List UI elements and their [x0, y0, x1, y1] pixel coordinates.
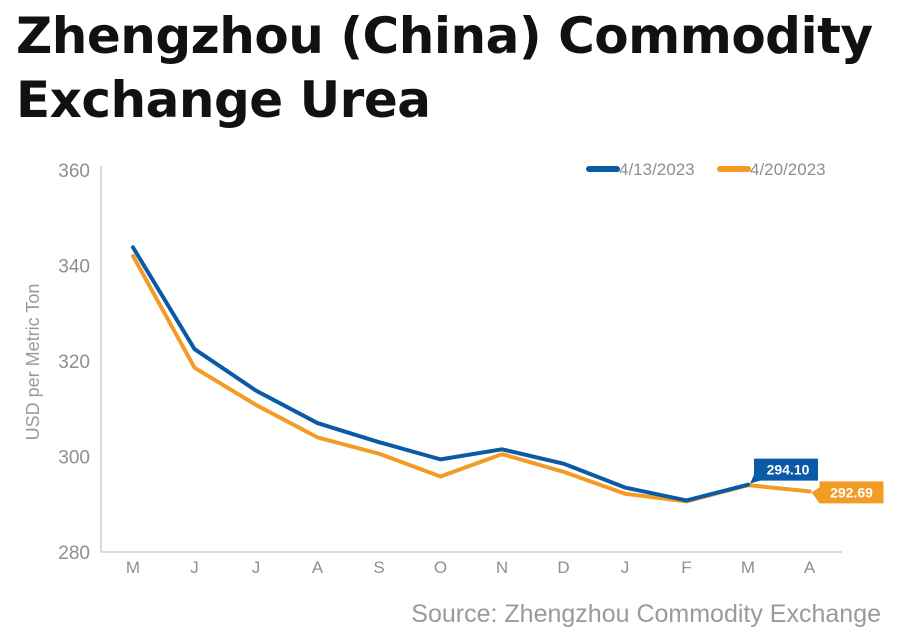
x-tick-label: N: [496, 558, 508, 577]
y-tick-label: 360: [58, 161, 90, 182]
series-line-1: [131, 245, 750, 503]
x-tick-label: D: [557, 558, 569, 577]
series-line-2: [131, 253, 812, 504]
x-tick-label: O: [434, 558, 447, 577]
y-tick-label: 320: [58, 352, 90, 373]
chart-title: Zhengzhou (China) Commodity Exchange Ure…: [16, 7, 873, 129]
end-value-label-2: 292.69: [811, 481, 884, 504]
y-tick-label: 340: [58, 257, 90, 278]
x-tick-label: M: [741, 558, 755, 577]
x-tick-label: S: [373, 558, 384, 577]
legend-item-2: 4/20/2023: [717, 160, 826, 179]
x-tick-label: F: [681, 558, 691, 577]
x-tick-label: J: [621, 558, 630, 577]
source-note: Source: Zhengzhou Commodity Exchange: [411, 600, 881, 628]
value-label-text: 294.10: [767, 462, 810, 478]
end-value-label-1: 294.10: [750, 458, 818, 484]
legend: 4/13/2023 4/20/2023: [586, 160, 826, 179]
value-label-text: 292.69: [830, 484, 873, 500]
x-tick-label: M: [126, 558, 140, 577]
x-tick-label: J: [190, 558, 199, 577]
x-tick-label: A: [312, 558, 324, 577]
x-tick-label: A: [804, 558, 816, 577]
y-axis-ticks: 280 300 320 340 360: [58, 161, 90, 564]
legend-item-1: 4/13/2023: [586, 160, 695, 179]
end-value-labels: 294.10 292.69: [750, 458, 884, 504]
legend-label: 4/20/2023: [750, 160, 826, 179]
legend-label: 4/13/2023: [619, 160, 695, 179]
value-label-box: [811, 481, 884, 504]
x-tick-label: J: [252, 558, 261, 577]
value-label-box: [750, 458, 818, 484]
series-lines: [131, 245, 812, 504]
y-axis-title: USD per Metric Ton: [23, 284, 43, 441]
y-tick-label: 300: [58, 448, 90, 469]
chart-axes: [100, 166, 842, 553]
y-tick-label: 280: [58, 543, 90, 564]
